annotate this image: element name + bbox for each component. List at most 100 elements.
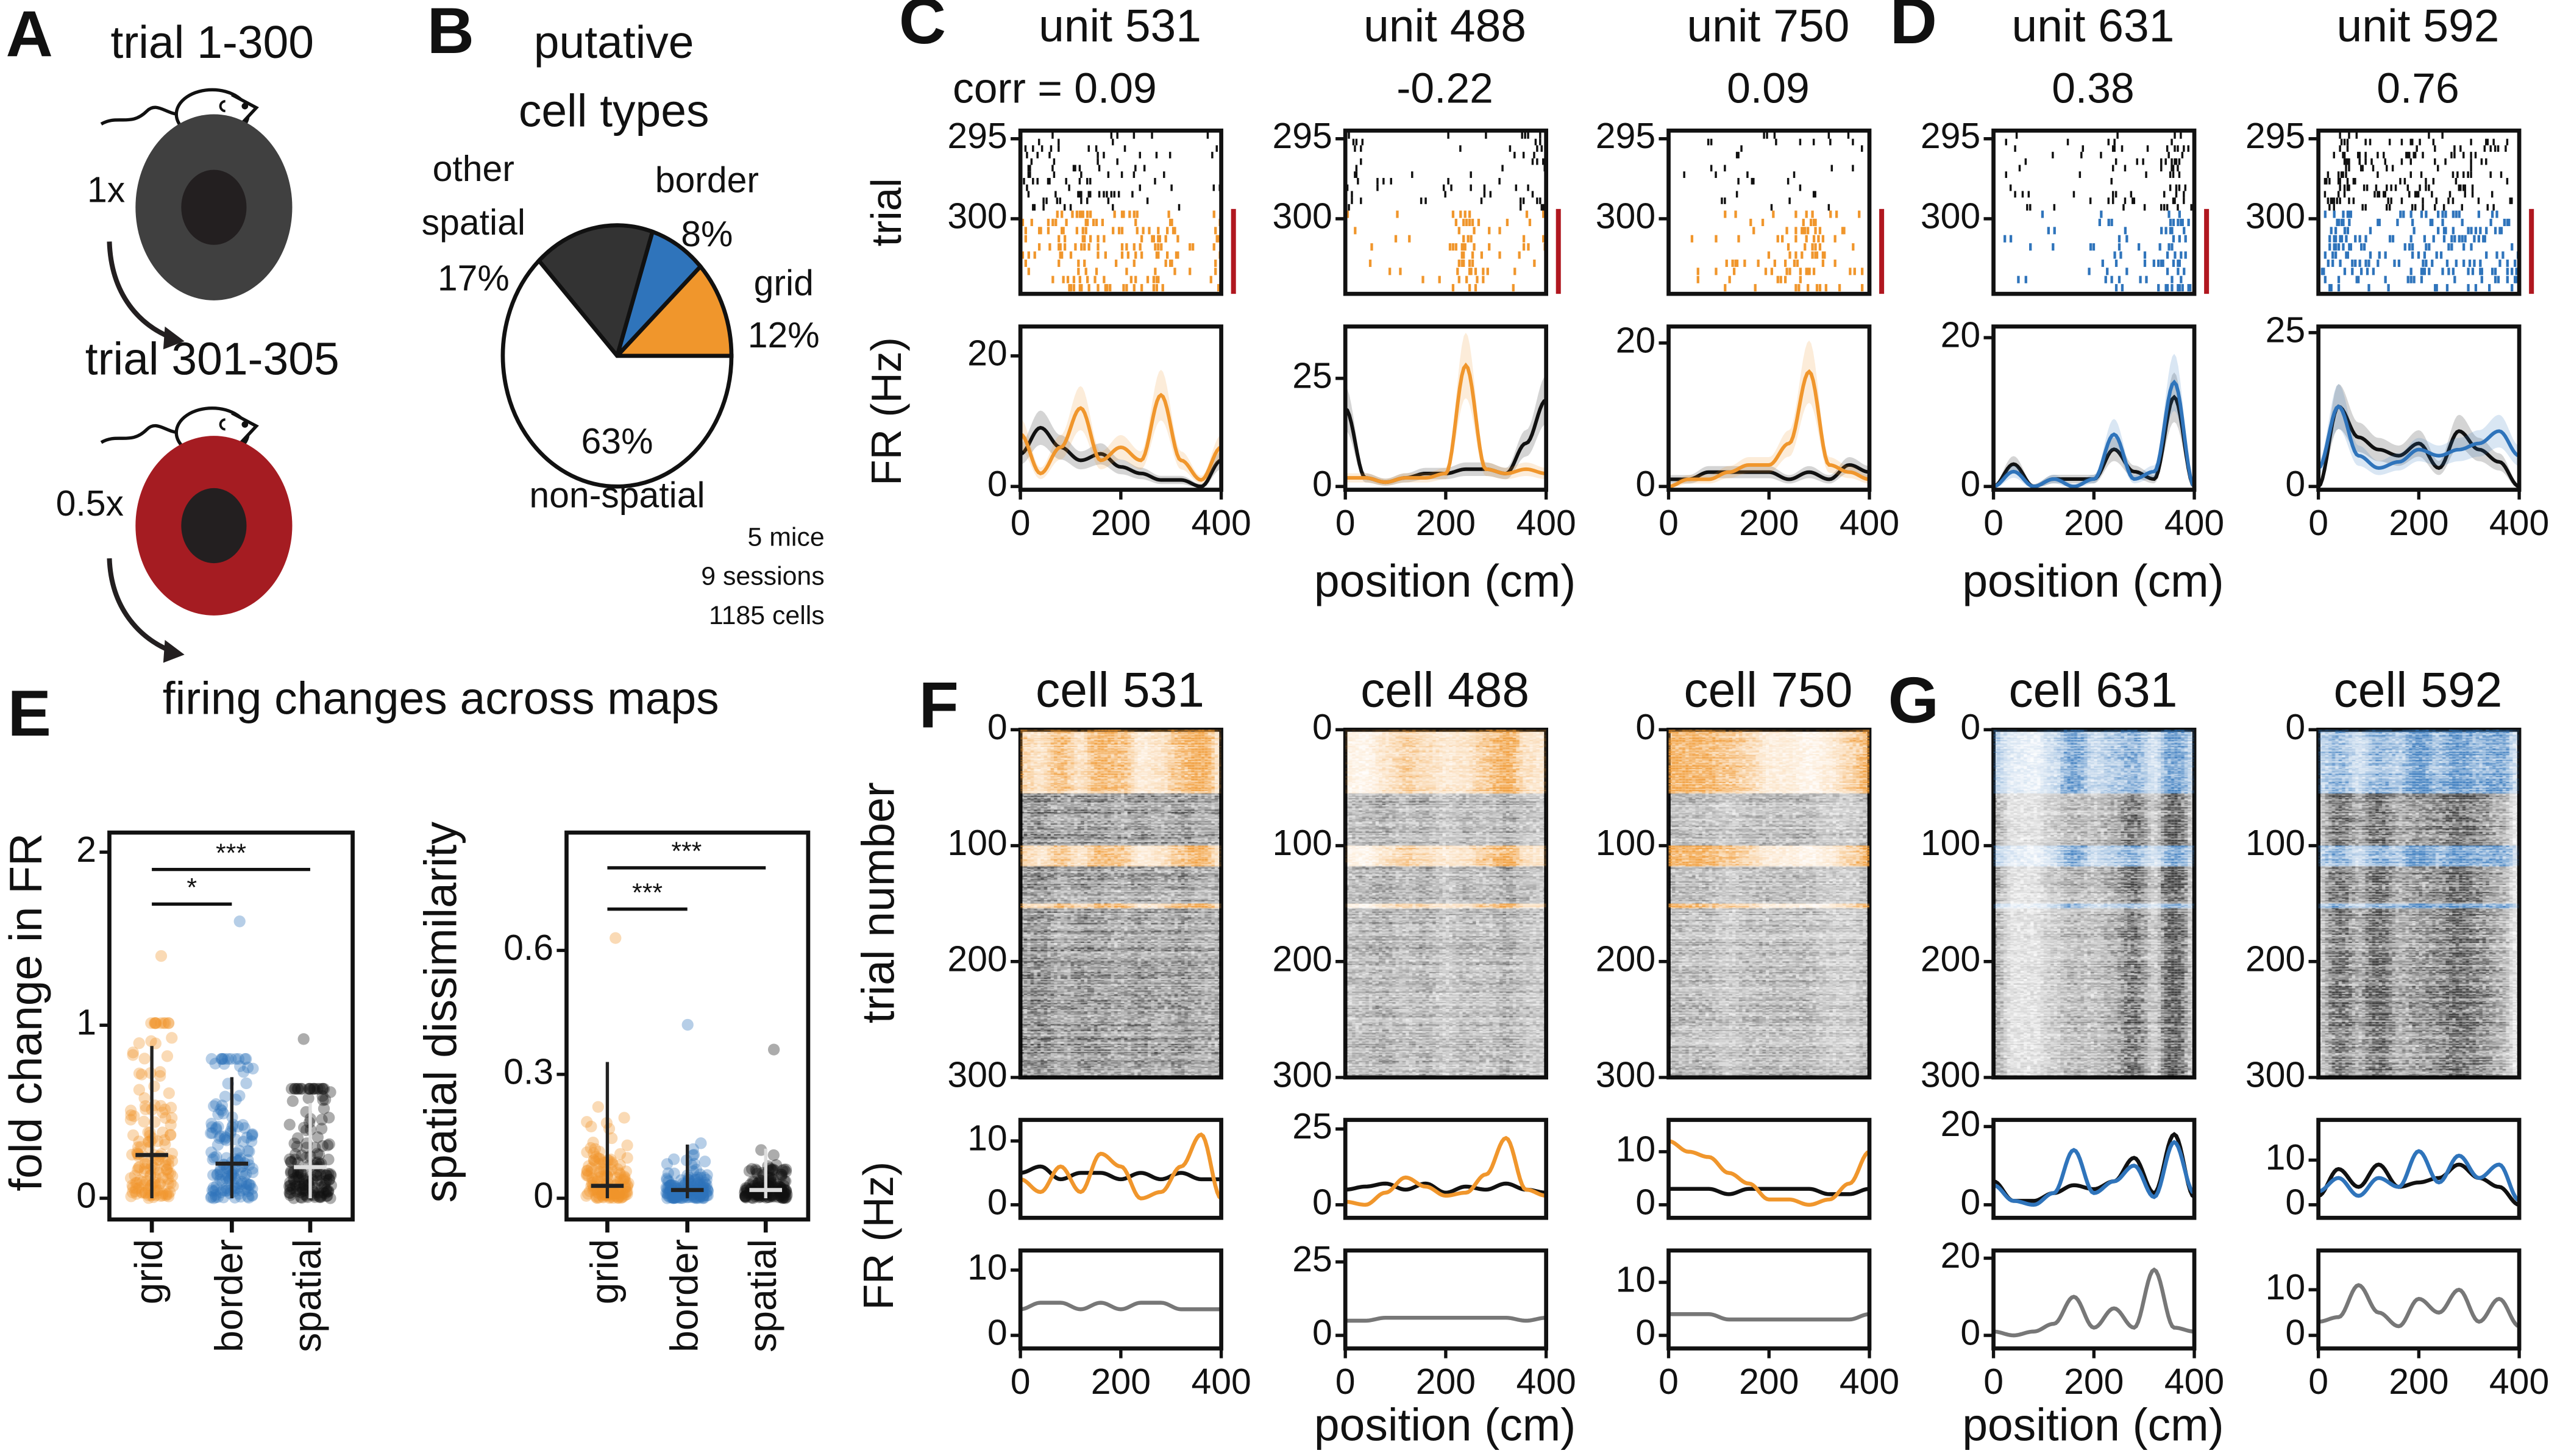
spike <box>2434 158 2436 165</box>
data-point <box>775 1168 788 1181</box>
data-point <box>606 1158 619 1170</box>
data-point <box>316 1090 329 1103</box>
spike <box>1129 275 1132 283</box>
spike <box>2464 191 2466 198</box>
spike <box>1818 227 1822 235</box>
spike <box>1815 284 1819 292</box>
data-point <box>243 1145 255 1157</box>
spike <box>2384 158 2386 165</box>
data-point <box>207 1192 220 1204</box>
data-point <box>618 1112 630 1124</box>
data-point <box>315 1123 328 1135</box>
data-point <box>692 1173 704 1186</box>
data-point <box>208 1151 220 1163</box>
spike <box>1212 184 1215 191</box>
spike <box>2178 171 2181 178</box>
spike <box>1125 268 1128 275</box>
spike <box>2125 235 2128 243</box>
spike <box>2169 218 2172 226</box>
data-point <box>288 1175 300 1187</box>
spike <box>2342 243 2345 251</box>
spike <box>1805 268 1808 275</box>
spike-raster <box>1021 132 1223 292</box>
x-tick-label: 200 <box>2389 503 2448 543</box>
spike <box>2178 210 2181 218</box>
data-point <box>206 1127 218 1139</box>
spike <box>1078 191 1081 198</box>
x-tick-label: 0 <box>2308 1362 2328 1402</box>
spike <box>1794 284 1797 292</box>
spike <box>2187 145 2189 152</box>
data-point <box>688 1191 700 1204</box>
spike <box>2377 259 2380 267</box>
data-point <box>129 1170 141 1182</box>
spike <box>2491 210 2494 218</box>
y-tick-label: 10 <box>1616 1129 1656 1169</box>
data-point <box>216 1104 228 1117</box>
spike <box>2399 177 2402 185</box>
spike <box>1086 197 1089 204</box>
spike <box>2366 184 2369 191</box>
data-point <box>766 1164 778 1176</box>
spike <box>2322 268 2325 275</box>
y-tick-label-zero: 0 <box>1635 1182 1655 1222</box>
spike <box>2494 275 2497 283</box>
data-point <box>694 1190 706 1202</box>
spike <box>2157 259 2160 267</box>
spike <box>2174 251 2177 259</box>
firing-rate-axes-baseline <box>1343 1248 1548 1351</box>
x-tick-label: 200 <box>1091 1362 1151 1402</box>
spike <box>1773 259 1776 267</box>
data-point <box>144 1126 156 1138</box>
spike <box>2387 284 2390 292</box>
spike <box>1735 259 1739 267</box>
spike <box>2339 132 2341 139</box>
spike <box>1103 275 1106 283</box>
data-point <box>154 1066 166 1078</box>
data-point <box>235 1190 247 1203</box>
spike <box>2358 158 2361 165</box>
data-point <box>218 1053 230 1065</box>
spike <box>2161 259 2164 267</box>
data-point <box>667 1189 680 1201</box>
data-point <box>779 1187 791 1199</box>
significance-stars: *** <box>632 878 663 907</box>
y-tick-label: 200 <box>1921 939 1980 979</box>
data-point <box>621 1139 633 1151</box>
spike <box>1501 165 1504 172</box>
spike <box>2399 210 2402 218</box>
spike <box>2121 284 2124 292</box>
spike <box>1485 132 1487 139</box>
spike <box>1724 197 1726 204</box>
data-point <box>284 1189 296 1201</box>
spike <box>1788 268 1791 275</box>
spike <box>2369 227 2372 235</box>
spike <box>2340 171 2343 178</box>
x-tick-label: 200 <box>1739 1362 1799 1402</box>
y-tick-label: 300 <box>2245 196 2305 236</box>
data-point <box>157 1126 169 1138</box>
spike <box>2402 210 2405 218</box>
spike <box>2491 268 2494 275</box>
data-point <box>288 1173 300 1185</box>
spike <box>1051 218 1054 226</box>
spike <box>2425 177 2427 185</box>
data-point <box>611 1187 623 1199</box>
spike <box>2107 197 2110 204</box>
spike <box>1080 197 1083 204</box>
spike <box>1521 132 1523 139</box>
spike <box>2160 227 2163 235</box>
x-tick-label: 0 <box>1011 1362 1031 1402</box>
data-point <box>145 1017 157 1029</box>
spike <box>1811 243 1814 251</box>
spike <box>2178 284 2181 292</box>
spike <box>2351 268 2354 275</box>
spike <box>2331 259 2334 267</box>
spike <box>1078 177 1081 185</box>
spike <box>1470 184 1472 191</box>
data-point <box>139 1187 151 1199</box>
spike <box>1167 210 1170 218</box>
spike <box>1069 251 1073 259</box>
spike <box>1462 259 1465 267</box>
data-point <box>216 1053 229 1065</box>
